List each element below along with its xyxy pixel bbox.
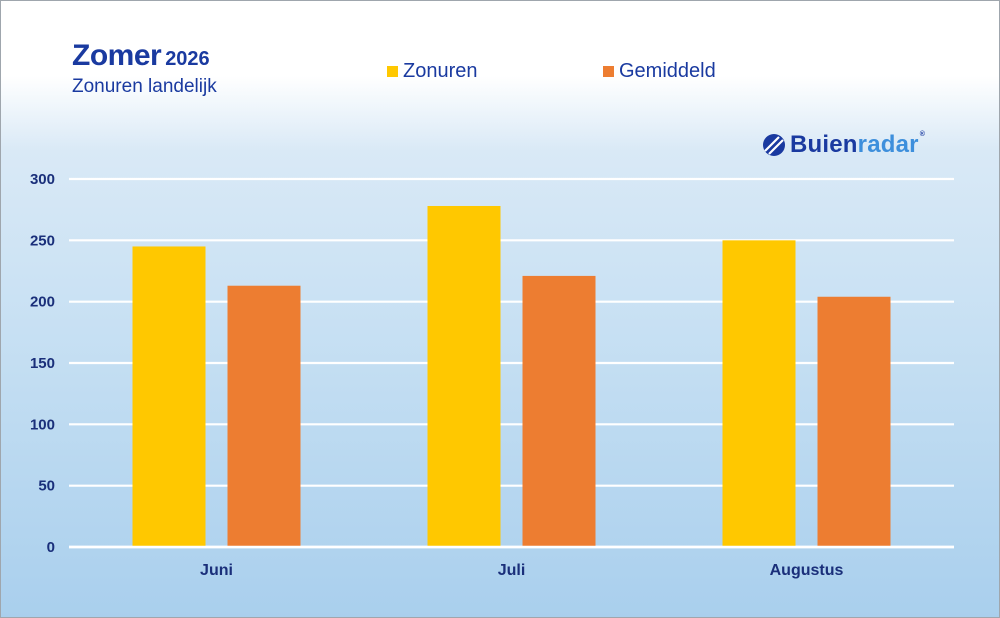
bar-gemiddeld-juli xyxy=(522,275,596,547)
y-axis-ticks: 0 50 100 150 200 250 300 xyxy=(30,171,55,556)
brand-wordmark: Buienradar® xyxy=(790,131,925,159)
x-axis-categories: Juni Juli Augustus xyxy=(200,562,843,579)
legend-label-zonuren: Zonuren xyxy=(403,60,478,82)
bar-gemiddeld-juni xyxy=(227,285,301,547)
x-category-label: Augustus xyxy=(770,562,844,579)
bar-zonuren-juli xyxy=(427,205,501,547)
grid-lines xyxy=(69,177,954,549)
x-category-label: Juli xyxy=(498,562,526,579)
legend-swatch-gemiddeld xyxy=(603,66,614,77)
y-tick-label: 100 xyxy=(30,416,55,433)
y-tick-label: 150 xyxy=(30,355,55,372)
brand-registered: ® xyxy=(919,131,926,138)
legend-label-gemiddeld: Gemiddeld xyxy=(619,60,716,82)
y-tick-label: 250 xyxy=(30,232,55,249)
buienradar-logo: Buienradar® xyxy=(761,131,925,159)
y-tick-label: 300 xyxy=(30,171,55,188)
bars xyxy=(69,205,954,549)
x-category-label: Juni xyxy=(200,562,233,579)
title-block: Zomer 2026 Zonuren landelijk xyxy=(72,39,217,98)
chart-title: Zomer xyxy=(72,39,162,72)
bar-zonuren-augustus xyxy=(722,240,796,548)
legend-item-gemiddeld: Gemiddeld xyxy=(603,60,716,83)
y-tick-label: 200 xyxy=(30,294,55,311)
legend-item-zonuren: Zonuren xyxy=(387,60,478,83)
buienradar-icon xyxy=(763,134,785,156)
chart-subtitle: Zonuren landelijk xyxy=(72,76,217,97)
chart-title-year: 2026 xyxy=(165,48,210,70)
legend-swatch-zonuren xyxy=(387,66,398,77)
brand-part-2: radar xyxy=(857,131,919,158)
y-tick-label: 50 xyxy=(38,478,55,495)
y-tick-label: 0 xyxy=(47,539,55,556)
bar-zonuren-juni xyxy=(132,246,206,547)
bar-gemiddeld-augustus xyxy=(817,296,891,547)
brand-part-1: Buien xyxy=(790,131,858,158)
